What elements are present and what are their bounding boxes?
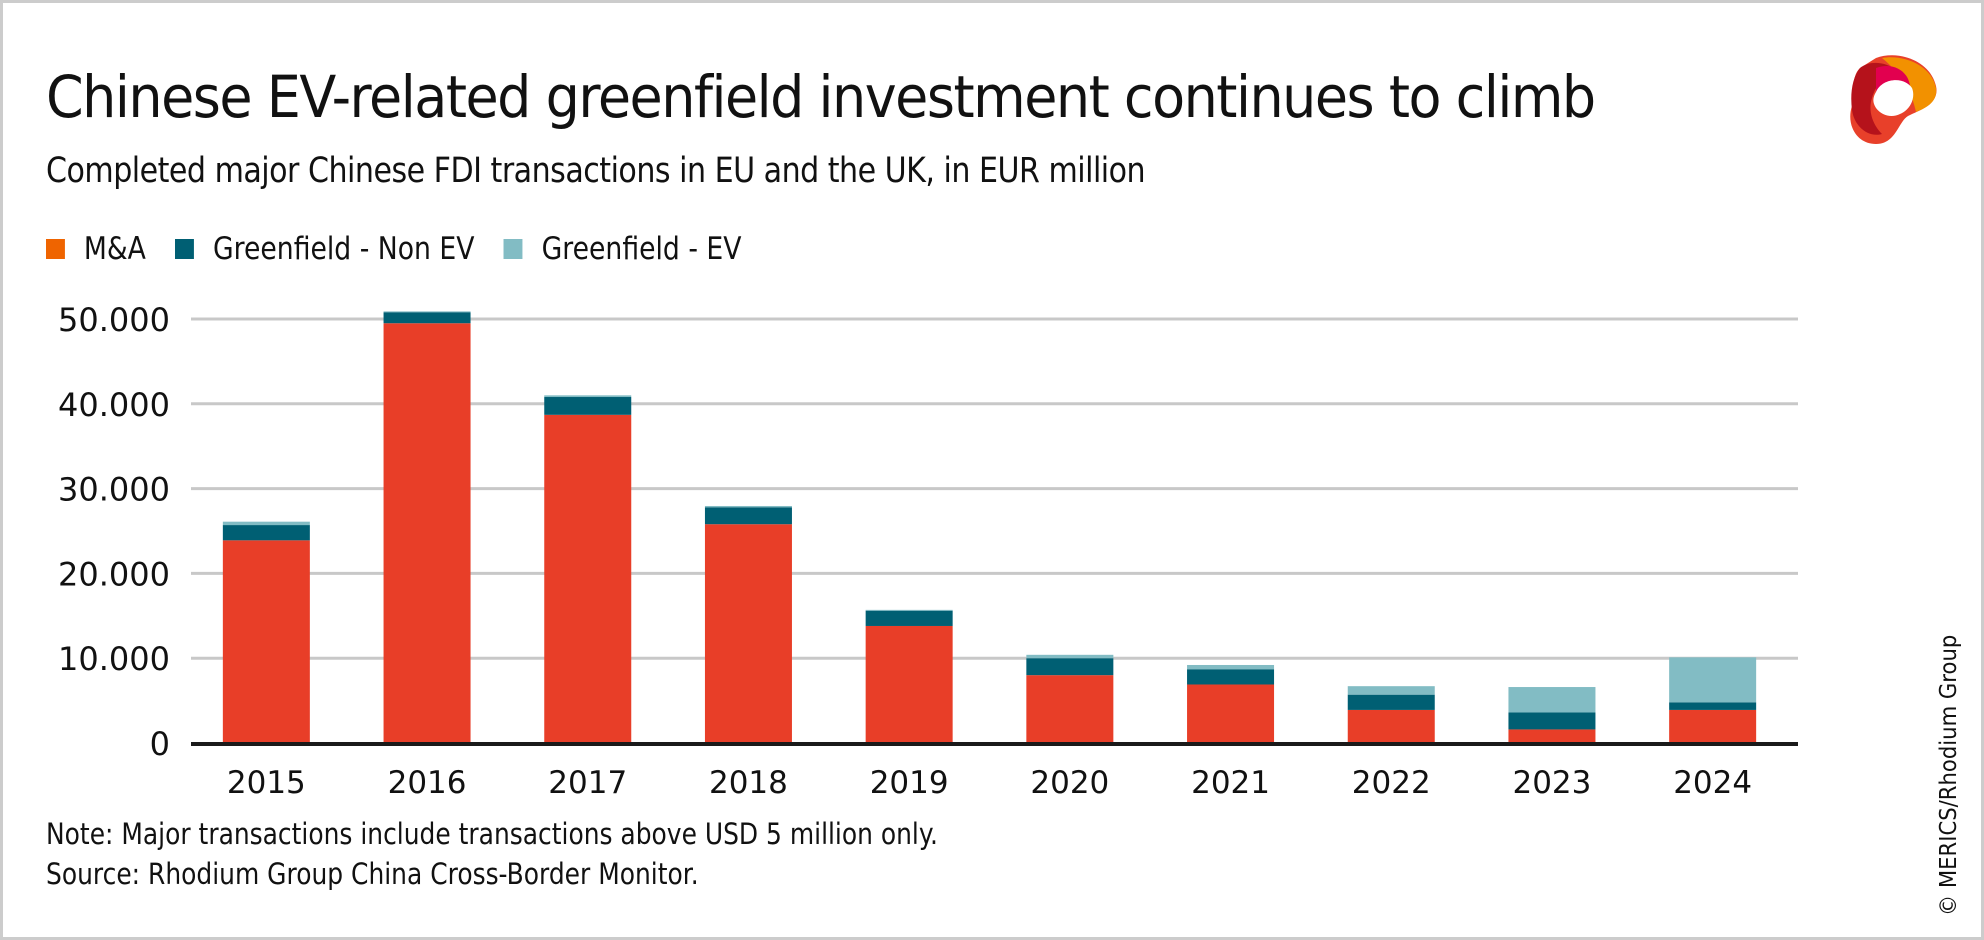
bar-stack-2017: [544, 395, 632, 743]
bar-segment-greenfield-ev: [1508, 687, 1596, 713]
bar-segment-ma: [1508, 729, 1596, 743]
copyright-text: © MERICS/Rhodium Group: [1936, 634, 1962, 916]
x-tick-label: 2024: [1673, 765, 1752, 801]
legend-swatch-ma: [46, 239, 65, 259]
bar-segment-greenfield-non-ev: [1347, 694, 1435, 710]
y-tick-label: 40.000: [58, 386, 170, 424]
bar-segment-ma: [865, 625, 953, 743]
bar-segment-ma: [1669, 709, 1757, 743]
legend: M&A Greenfield - Non EV Greenfield - EV: [46, 231, 771, 267]
bar-segment-greenfield-ev: [1347, 686, 1435, 695]
bar-stack-2019: [865, 609, 953, 743]
bar-segment-ma: [222, 540, 310, 743]
bar-segment-greenfield-non-ev: [544, 397, 632, 415]
bar-segment-greenfield-non-ev: [704, 507, 792, 525]
legend-item-greenfield-ev: Greenfield - EV: [503, 231, 742, 267]
bar-segment-greenfield-ev: [1026, 654, 1114, 659]
note-text: Note: Major transactions include transac…: [46, 817, 938, 851]
bar-segment-ma: [383, 323, 471, 743]
bar-segment-ma: [1187, 684, 1275, 743]
bar-segment-greenfield-ev: [1669, 657, 1757, 703]
bar-segment-greenfield-ev: [544, 395, 632, 398]
bar-segment-greenfield-ev: [704, 505, 792, 508]
bar-segment-greenfield-non-ev: [1669, 702, 1757, 710]
x-tick-label: 2019: [870, 765, 949, 801]
bar-segment-greenfield-non-ev: [1508, 712, 1596, 730]
legend-label-ma: M&A: [83, 231, 146, 267]
x-tick-label: 2017: [548, 765, 627, 801]
bar-segment-ma: [1347, 709, 1435, 743]
bar-segment-greenfield-non-ev: [865, 610, 953, 626]
bar-stack-2023: [1508, 687, 1596, 743]
bar-segment-ma: [544, 414, 632, 743]
x-axis-tick-labels: 2015 2016 2017 2018 2019 2020 2021 2022 2023 2024: [227, 765, 1752, 801]
bar-stack-2024: [1669, 657, 1757, 743]
bar-segment-ma: [704, 524, 792, 743]
merics-logo-icon: [1850, 55, 1937, 144]
bar-stack-2018: [704, 505, 792, 743]
chart-footnote: Note: Major transactions include transac…: [46, 814, 938, 894]
bar-segment-greenfield-ev: [383, 311, 471, 313]
bar-segment-greenfield-ev: [222, 521, 310, 526]
bar-segment-greenfield-ev: [865, 609, 953, 611]
x-tick-label: 2016: [388, 765, 467, 801]
legend-item-greenfield-non-ev: Greenfield - Non EV: [175, 231, 475, 267]
legend-label-greenfield-ev: Greenfield - EV: [541, 231, 742, 267]
y-tick-label: 0: [150, 725, 170, 763]
bar-segment-ma: [1026, 675, 1114, 743]
chart-title: Chinese EV-related greenfield investment…: [46, 63, 1596, 131]
bar-segment-greenfield-ev: [1187, 664, 1275, 670]
bar-stack-2020: [1026, 654, 1114, 743]
bar-segment-greenfield-non-ev: [1026, 658, 1114, 676]
y-axis-tick-labels: 0 10.000 20.000 30.000 40.000 50.000: [58, 301, 170, 763]
legend-swatch-greenfield-ev: [503, 239, 523, 259]
x-tick-label: 2015: [227, 765, 306, 801]
x-tick-label: 2020: [1030, 765, 1109, 801]
chart-subtitle: Completed major Chinese FDI transactions…: [46, 151, 1146, 191]
bar-segment-greenfield-non-ev: [222, 525, 310, 541]
bar-stack-2016: [383, 311, 471, 743]
bars: [222, 311, 1757, 743]
y-tick-label: 20.000: [58, 555, 170, 593]
x-tick-label: 2018: [709, 765, 788, 801]
bar-segment-greenfield-non-ev: [1187, 669, 1275, 685]
x-tick-label: 2021: [1191, 765, 1270, 801]
legend-label-greenfield-non-ev: Greenfield - Non EV: [212, 231, 475, 267]
legend-item-ma: M&A: [46, 231, 146, 267]
bar-stack-2022: [1347, 686, 1435, 743]
source-text: Source: Rhodium Group China Cross-Border…: [46, 857, 699, 891]
legend-swatch-greenfield-non-ev: [175, 239, 195, 259]
y-tick-label: 50.000: [58, 301, 170, 339]
x-tick-label: 2023: [1512, 765, 1591, 801]
y-tick-label: 10.000: [58, 640, 170, 678]
x-tick-label: 2022: [1352, 765, 1431, 801]
bar-stack-2021: [1187, 664, 1275, 743]
bar-stack-2015: [222, 521, 310, 743]
y-tick-label: 30.000: [58, 471, 170, 509]
bar-segment-greenfield-non-ev: [383, 312, 471, 324]
